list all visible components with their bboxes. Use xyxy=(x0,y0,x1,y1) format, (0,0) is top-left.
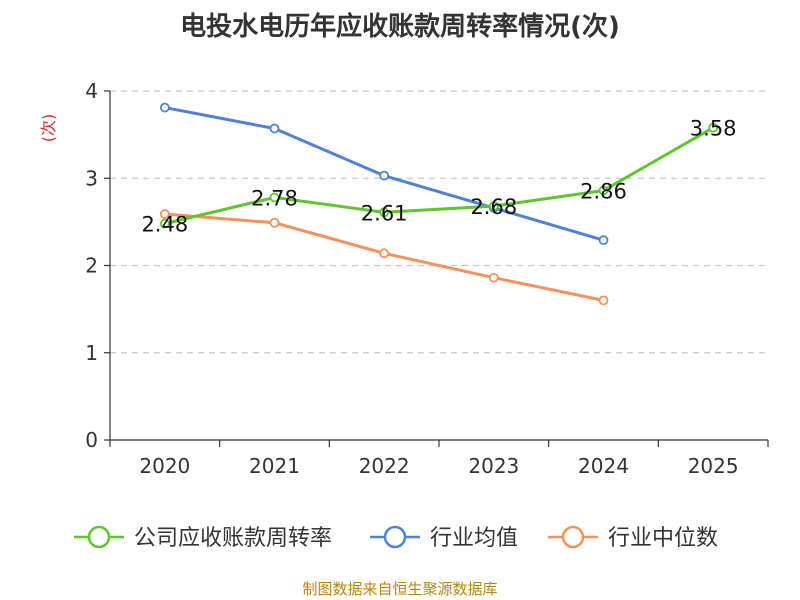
legend: 公司应收账款周转率 行业均值 行业中位数 xyxy=(74,525,718,551)
data-label: 2.48 xyxy=(141,213,188,237)
data-label: 2.86 xyxy=(580,179,627,203)
x-tick-label: 2020 xyxy=(139,454,190,478)
data-label: 3.58 xyxy=(690,117,737,141)
data-point xyxy=(598,235,609,246)
y-tick-label: 2 xyxy=(85,254,98,278)
grid-lines xyxy=(110,90,768,354)
legend-marker xyxy=(561,525,585,549)
x-tick-label: 2023 xyxy=(468,454,519,478)
data-point xyxy=(269,123,280,134)
x-tick-label: 2025 xyxy=(688,454,739,478)
data-label: 2.61 xyxy=(361,201,408,225)
data-point xyxy=(159,102,170,113)
y-tick-label: 3 xyxy=(85,166,98,190)
x-tick-label: 2022 xyxy=(359,454,410,478)
data-point xyxy=(379,248,390,259)
data-label: 2.68 xyxy=(470,195,517,219)
data-point xyxy=(269,192,280,203)
data-labels: 2.48 2.78 2.61 2.68 2.86 3.58 xyxy=(141,117,736,237)
data-point xyxy=(488,272,499,283)
data-label: 2.78 xyxy=(251,186,298,210)
data-point xyxy=(598,185,609,196)
data-point xyxy=(379,207,390,218)
y-tick-label: 0 xyxy=(85,428,98,452)
legend-label: 公司应收账款周转率 xyxy=(134,526,332,551)
data-point xyxy=(159,209,170,219)
series-layer xyxy=(159,102,719,306)
y-tick-label: 1 xyxy=(85,341,98,365)
data-point xyxy=(488,201,499,212)
legend-marker xyxy=(383,525,407,549)
data-point xyxy=(379,170,390,181)
legend-label: 行业均值 xyxy=(430,526,518,551)
data-point xyxy=(598,295,609,306)
data-source-note: 制图数据来自恒生聚源数据库 xyxy=(302,580,498,598)
legend-marker xyxy=(87,525,111,549)
chart-title: 电投水电历年应收账款周转率情况(次) xyxy=(180,12,620,42)
data-point xyxy=(269,217,280,228)
data-point xyxy=(708,122,719,133)
legend-label: 行业中位数 xyxy=(608,526,718,551)
x-tick-label: 2024 xyxy=(578,454,629,478)
data-point xyxy=(159,218,170,229)
axes: 0 1 2 3 4 2020 2021 2022 2023 2024 2025 (次) xyxy=(39,79,769,478)
series-line-0 xyxy=(164,126,714,226)
x-tick-label: 2021 xyxy=(249,454,300,478)
y-tick-label: 4 xyxy=(85,79,98,103)
y-axis-label: (次) xyxy=(39,114,58,143)
